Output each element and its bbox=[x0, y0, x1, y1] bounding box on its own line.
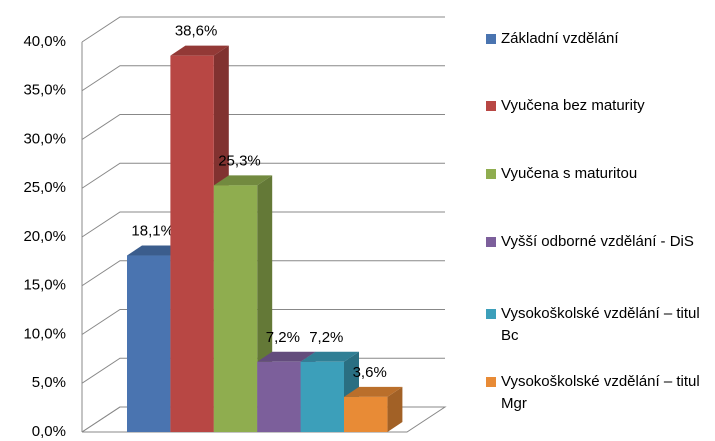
legend-swatch bbox=[486, 377, 496, 387]
y-tick-label: 25,0% bbox=[23, 179, 66, 196]
data-label: 7,2% bbox=[266, 329, 300, 346]
bar-top bbox=[257, 351, 316, 362]
data-label: 38,6% bbox=[175, 23, 218, 40]
legend-entry: Vyšší odborné vzdělání - DiS bbox=[486, 231, 712, 253]
legend-entry: Vyučena bez maturity bbox=[486, 95, 712, 117]
legend-swatch bbox=[486, 169, 496, 179]
bar bbox=[344, 396, 388, 432]
bar-top bbox=[213, 175, 273, 186]
data-label: 25,3% bbox=[218, 152, 261, 169]
y-tick-label: 20,0% bbox=[23, 228, 66, 245]
y-tick-label: 40,0% bbox=[23, 33, 66, 50]
bar bbox=[300, 361, 344, 432]
bar bbox=[257, 361, 301, 432]
bar-side bbox=[387, 386, 403, 432]
grid-line bbox=[81, 211, 445, 238]
legend-swatch bbox=[486, 309, 496, 319]
y-tick-label: 0,0% bbox=[32, 423, 66, 440]
grid-line bbox=[81, 16, 445, 43]
legend-label: Vyučena s maturitou bbox=[501, 165, 638, 182]
bar bbox=[213, 185, 258, 432]
bar-top bbox=[344, 386, 403, 397]
y-tick-label: 35,0% bbox=[23, 82, 66, 99]
legend-swatch bbox=[486, 34, 496, 44]
grid-line bbox=[81, 114, 445, 140]
legend-entry: Základní vzdělání bbox=[486, 28, 712, 50]
y-tick-label: 30,0% bbox=[23, 130, 66, 147]
legend-label: Vyšší odborné vzdělání - DiS bbox=[501, 233, 694, 250]
y-tick-label: 5,0% bbox=[32, 374, 66, 391]
grid-line bbox=[81, 162, 445, 189]
legend-swatch bbox=[486, 101, 496, 111]
legend-label: Vyučena bez maturity bbox=[501, 97, 645, 114]
legend-label: Vysokoškolské vzdělání – titul Bc bbox=[501, 305, 700, 344]
data-label: 7,2% bbox=[309, 329, 343, 346]
bar-top bbox=[170, 45, 229, 56]
legend-entry: Vysokoškolské vzdělání – titul Mgr bbox=[486, 371, 712, 415]
legend-entry: Vyučena s maturitou bbox=[486, 163, 712, 185]
grid-line bbox=[81, 260, 445, 287]
grid-line bbox=[81, 309, 445, 335]
bar bbox=[127, 255, 171, 432]
bar bbox=[170, 55, 214, 433]
legend-entry: Vysokoškolské vzdělání – titul Bc bbox=[486, 303, 712, 347]
grid-line bbox=[81, 65, 445, 92]
data-label: 18,1% bbox=[131, 222, 174, 239]
y-tick-label: 10,0% bbox=[23, 325, 66, 342]
legend-label: Základní vzdělání bbox=[501, 30, 619, 47]
legend-label: Vysokoškolské vzdělání – titul Mgr bbox=[501, 373, 700, 412]
data-label: 3,6% bbox=[353, 364, 387, 381]
y-tick-label: 15,0% bbox=[23, 277, 66, 294]
bar-top bbox=[300, 351, 359, 362]
legend-swatch bbox=[486, 237, 496, 247]
